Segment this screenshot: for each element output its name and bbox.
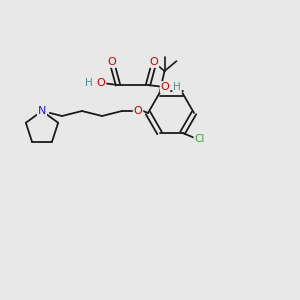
Text: O: O xyxy=(134,106,142,116)
Text: H: H xyxy=(173,82,181,92)
Text: O: O xyxy=(97,78,105,88)
Text: O: O xyxy=(160,82,169,92)
Text: O: O xyxy=(108,57,116,67)
Text: Cl: Cl xyxy=(194,134,205,144)
Text: H: H xyxy=(85,78,93,88)
Text: O: O xyxy=(150,57,158,67)
Text: N: N xyxy=(38,106,46,116)
